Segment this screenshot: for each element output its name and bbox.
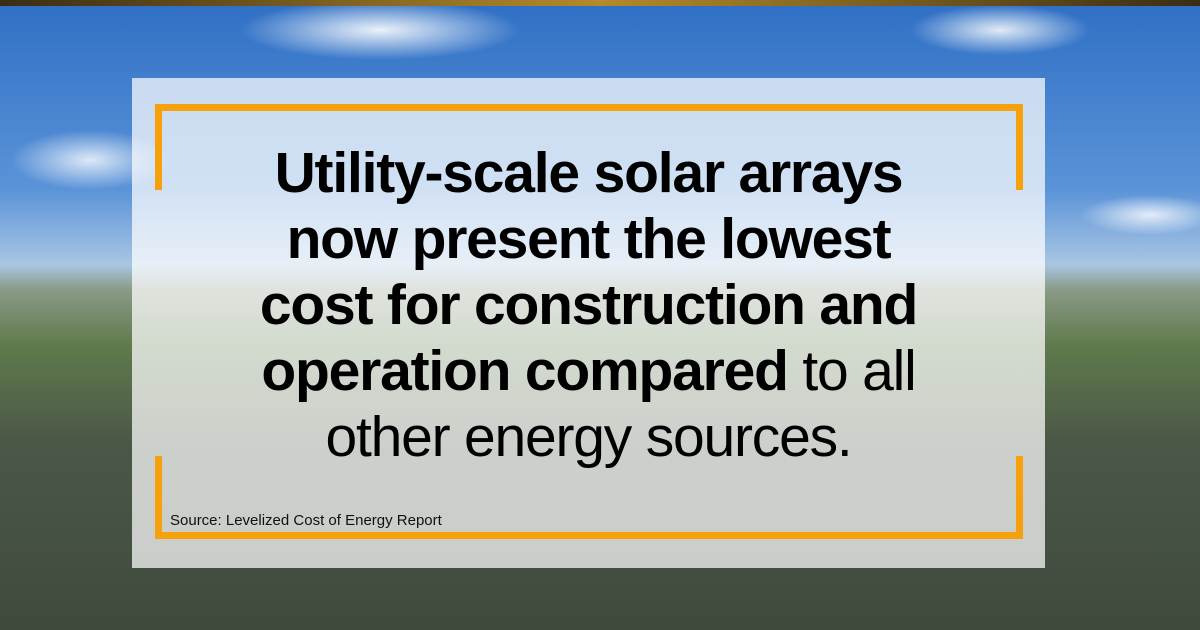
headline-line: cost for construction and [132,272,1045,338]
headline-text: to all [787,339,916,403]
source: Source: Levelized Cost of Energy Report [170,512,442,529]
headline-text: now present the lowest [286,207,892,271]
bracket-bottom-right [1016,456,1023,539]
text-panel [132,78,1045,568]
headline-line: other energy sources. [132,404,1045,470]
headline-line: Utility-scale solar arrays [132,140,1045,206]
bracket-bottom-left [155,456,162,539]
headline-line: now present the lowest [132,206,1045,272]
bracket-top-right [1016,104,1023,190]
headline-text: operation compared [261,339,789,403]
headline-text: Utility-scale solar arrays [274,141,904,205]
bracket-bottom [155,532,1023,539]
headline-text: other energy sources. [325,405,852,469]
bracket-top-left [155,104,162,190]
bracket-top [155,104,1023,111]
headline-text: cost for construction and [259,273,918,337]
headline-line: operation compared to all [132,338,1045,404]
top-bar [0,0,1200,6]
headline: Utility-scale solar arrays now present th… [132,140,1045,470]
